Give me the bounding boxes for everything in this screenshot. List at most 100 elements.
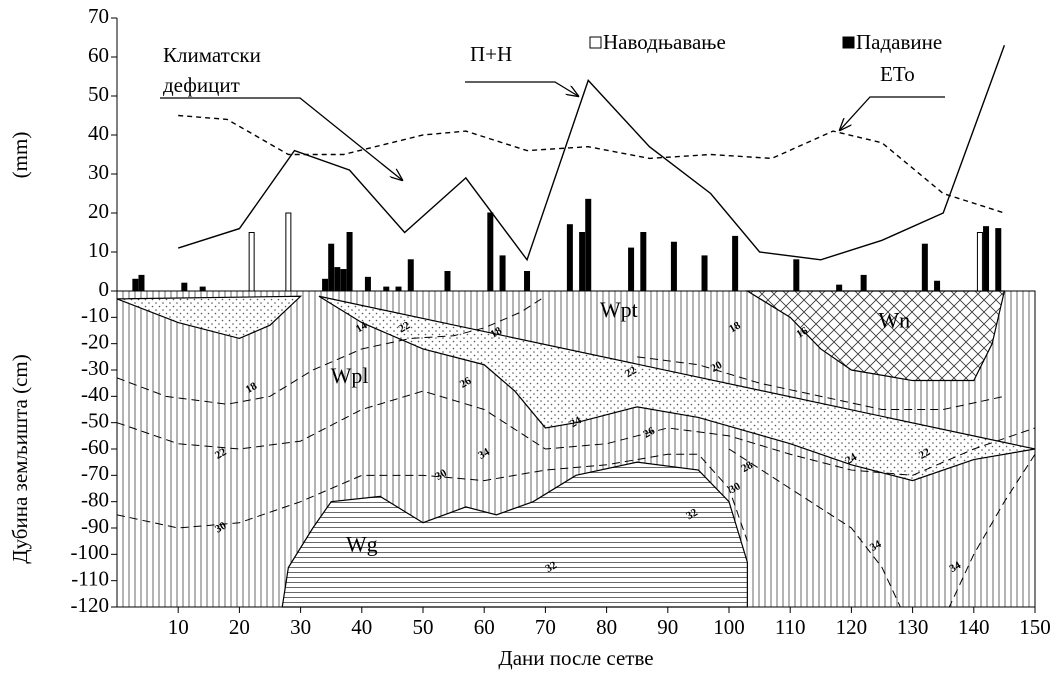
zone-label: Wpl [331, 363, 369, 388]
y-tick-label: 30 [88, 160, 109, 184]
bar [793, 259, 800, 292]
line [178, 114, 1005, 214]
bar [836, 284, 843, 292]
x-tick-label: 60 [474, 615, 495, 639]
y-tick-label: -50 [81, 408, 109, 432]
legend-label: Наводњавање [603, 30, 726, 54]
bar [199, 286, 206, 292]
y-tick-label: 10 [88, 238, 109, 262]
bar [732, 235, 739, 292]
line-annotation: ETo [880, 62, 915, 86]
bar [701, 255, 708, 292]
contour-line [116, 453, 748, 542]
bar [585, 198, 592, 292]
y-tick-label: -60 [81, 435, 109, 459]
annotation-arrow [465, 81, 578, 96]
legend-label: Падавине [856, 30, 942, 54]
y-tick-label: -40 [81, 382, 109, 406]
y-tick-label: -70 [81, 461, 109, 485]
bar [383, 286, 390, 292]
deficit-annotation: Климатски [163, 43, 261, 67]
bar [934, 280, 941, 292]
x-tick-label: 80 [596, 615, 617, 639]
bar [670, 241, 677, 292]
x-tick-label: 20 [229, 615, 250, 639]
bar [364, 276, 371, 292]
x-tick-label: 10 [168, 615, 189, 639]
y-tick-label: 0 [99, 277, 110, 301]
bar [995, 228, 1002, 292]
bar [334, 267, 341, 292]
zone-label: Wpt [600, 297, 638, 322]
y-tick-label: 50 [88, 82, 109, 106]
y-tick-label: 70 [88, 4, 109, 28]
x-axis-label: Дани после сетве [498, 646, 653, 670]
x-tick-label: 100 [713, 615, 745, 639]
contour-line [728, 448, 901, 608]
line-annotation: П+Н [470, 42, 512, 66]
bar [976, 232, 983, 292]
bar [444, 271, 451, 292]
bar [285, 212, 292, 292]
x-tick-label: 110 [775, 615, 806, 639]
y-tick-label: 40 [88, 121, 109, 145]
bar [322, 278, 329, 292]
y-tick-label: 60 [88, 43, 109, 67]
y-tick-label: -90 [81, 514, 109, 538]
deficit-annotation: дефицит [163, 73, 240, 97]
annotation-arrow [160, 97, 402, 180]
x-tick-label: 120 [836, 615, 868, 639]
zone [116, 295, 303, 340]
bar [921, 243, 928, 292]
zone-label: Wn [878, 308, 910, 333]
y-tick-label: -80 [81, 487, 109, 511]
bar [248, 232, 255, 292]
annotation-arrow [840, 96, 945, 130]
bar [138, 274, 145, 292]
weather-panel: 0 10 20 30 40 50 60 70 10 20 30 40 50 60 70 80 90 100 110 1… [8, 4, 1051, 670]
bar [487, 212, 494, 292]
legend-swatch [842, 36, 855, 49]
legend-swatch [589, 36, 602, 49]
bar [346, 232, 353, 292]
bar [328, 243, 335, 292]
bar [407, 259, 414, 292]
y-tick-label: 20 [88, 199, 109, 223]
bar [499, 255, 506, 292]
bar [181, 282, 188, 292]
x-tick-label: 150 [1019, 615, 1051, 639]
contour-line [116, 295, 546, 405]
y-tick-label: -100 [71, 540, 110, 564]
x-tick-label: 130 [897, 615, 929, 639]
x-tick-label: 140 [958, 615, 990, 639]
zone [745, 290, 1006, 382]
bar [132, 278, 139, 292]
x-tick-label: 90 [657, 615, 678, 639]
x-tick-label: 40 [351, 615, 372, 639]
bar [983, 226, 990, 292]
x-tick-label: 70 [535, 615, 556, 639]
y-tick-label: -120 [71, 593, 110, 617]
bar [579, 232, 586, 292]
bar [628, 247, 635, 292]
x-tick-label: 50 [413, 615, 434, 639]
line [177, 45, 1006, 262]
y-tick-label: -30 [81, 356, 109, 380]
y-tick-label: -20 [81, 329, 109, 353]
x-tick-label: 30 [290, 615, 311, 639]
y-tick-label: -10 [81, 303, 109, 327]
zone [281, 461, 748, 608]
bar [566, 224, 573, 292]
bar [524, 271, 531, 292]
y-axis-label: (mm) [8, 132, 32, 179]
bar [640, 232, 647, 292]
zone [318, 295, 1036, 482]
contour-line [948, 453, 1036, 608]
bar [395, 286, 402, 292]
y-axis-label: Дубина земљишта (cm) [8, 354, 32, 564]
bar [340, 269, 347, 292]
contour-line [116, 390, 1036, 476]
bar [860, 274, 867, 292]
contour-line [637, 356, 1005, 410]
